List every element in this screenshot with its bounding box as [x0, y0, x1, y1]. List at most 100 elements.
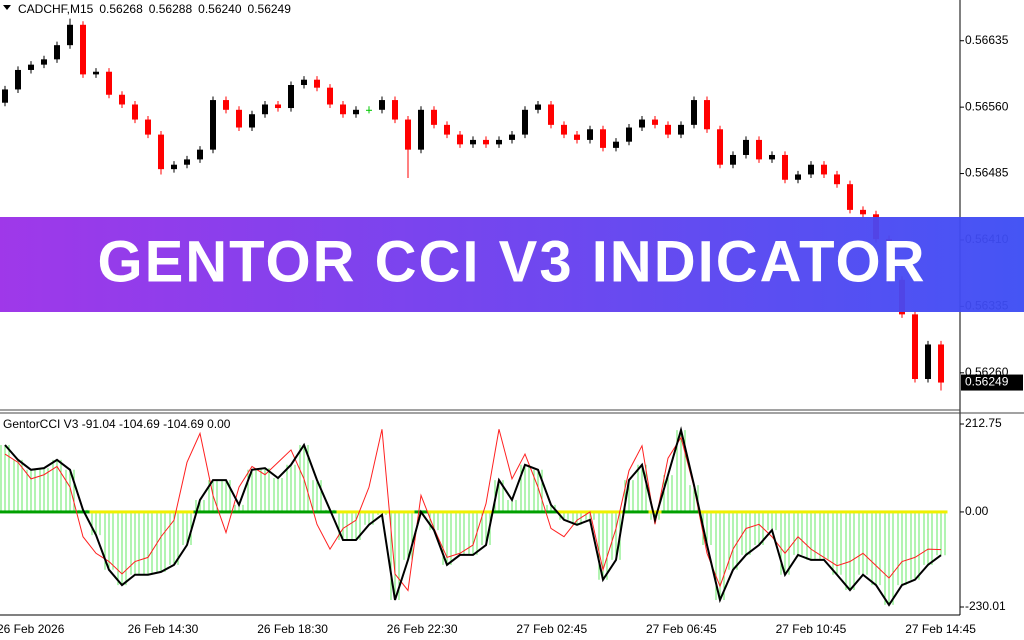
candle-body: [691, 100, 697, 125]
candle-body: [340, 104, 346, 115]
candle-body: [171, 164, 177, 170]
candle-body: [210, 100, 216, 150]
candle-body: [15, 69, 21, 90]
candle-body: [93, 71, 99, 75]
banner-band: [0, 217, 1024, 312]
candle-body: [626, 127, 632, 142]
candle-body: [834, 174, 840, 185]
candle-body: [236, 109, 242, 128]
candle-body: [522, 109, 528, 135]
candle-body: [2, 89, 8, 103]
x-tick-label: 27 Feb 06:45: [646, 622, 717, 636]
candle-body: [600, 129, 606, 148]
x-tick-label: 27 Feb 14:45: [905, 622, 976, 636]
candle-body: [54, 45, 60, 60]
candle-body: [353, 109, 359, 115]
candle-body: [496, 139, 502, 145]
candle-body: [587, 129, 593, 140]
dropdown-icon: [3, 5, 11, 10]
y-tick-label: 0.56560: [965, 99, 1009, 113]
candle-body: [132, 104, 138, 120]
candle-body: [925, 344, 931, 380]
candle-body: [119, 94, 125, 105]
candle-body: [67, 24, 73, 46]
candle-body: [652, 119, 658, 125]
candle-body: [444, 124, 450, 135]
candle-body: [418, 109, 424, 150]
cci-line: [4, 426, 942, 607]
candle-body: [717, 129, 723, 165]
candle-body: [782, 154, 788, 180]
candle-body: [665, 124, 671, 135]
header-value: 0.56288: [149, 2, 193, 16]
candle-body: [431, 109, 437, 125]
candle-body: [158, 134, 164, 170]
x-tick-label: 27 Feb 02:45: [516, 622, 587, 636]
candle-body: [704, 100, 710, 130]
candle-body: [457, 134, 463, 145]
candle-body: [249, 114, 255, 128]
candle-body: [847, 184, 853, 210]
candle-body: [678, 124, 684, 135]
candle-body: [80, 24, 86, 75]
candle-body: [561, 124, 567, 135]
symbol: CADCHF,M15: [18, 2, 94, 16]
candle-body: [795, 174, 801, 180]
candle-body: [301, 79, 307, 86]
y-tick-label: 0.00: [965, 504, 989, 518]
candle-body: [106, 71, 112, 95]
candle-body: [262, 104, 268, 115]
candle-body: [288, 85, 294, 109]
header-value: 0.56249: [248, 2, 292, 16]
banner-title: GENTOR CCI V3 INDICATOR: [97, 229, 926, 294]
candle-body: [769, 154, 775, 160]
candle-body: [808, 164, 814, 175]
candle-body: [392, 100, 398, 120]
chart-header: CADCHF,M15 0.56268 0.56288 0.56240 0.56249: [18, 2, 291, 16]
candle-body: [639, 119, 645, 128]
x-tick-label: 26 Feb 14:30: [128, 622, 199, 636]
candle-body: [379, 100, 385, 110]
candle-body: [912, 314, 918, 380]
candle-body: [197, 149, 203, 160]
candle-body: [184, 159, 190, 165]
candle-body: [743, 139, 749, 155]
header-value: 0.56268: [99, 2, 143, 16]
candle-body: [509, 134, 515, 140]
candle-body: [574, 134, 580, 140]
candle-body: [28, 64, 34, 70]
signal-line: [4, 429, 942, 592]
candle-body: [405, 119, 411, 150]
y-tick-label: 0.56485: [965, 166, 1009, 180]
candle-body: [470, 139, 476, 145]
candle-body: [145, 119, 151, 135]
candle-body: [756, 139, 762, 160]
candle-body: [223, 100, 229, 110]
y-tick-label: 212.75: [965, 416, 1002, 430]
candle-body: [730, 154, 736, 165]
candle-body: [327, 87, 333, 105]
last-price-box: [961, 374, 1023, 391]
y-tick-label: -230.01: [965, 599, 1006, 613]
x-tick-label: 26 Feb 2026: [0, 622, 65, 636]
header-value: 0.56240: [198, 2, 242, 16]
x-tick-label: 26 Feb 22:30: [387, 622, 458, 636]
candle-body: [548, 104, 554, 125]
candle-body: [275, 104, 281, 109]
x-tick-label: 26 Feb 18:30: [257, 622, 328, 636]
candle-body: [314, 79, 320, 88]
indicator-title: GentorCCI V3 -91.04 -104.69 -104.69 0.00: [3, 417, 231, 431]
candle-body: [860, 209, 866, 215]
candle-body: [821, 164, 827, 175]
candle-body: [41, 59, 47, 65]
candle-body: [366, 109, 372, 111]
candle-body: [535, 104, 541, 110]
x-tick-label: 27 Feb 10:45: [776, 622, 847, 636]
candle-body: [613, 141, 619, 148]
y-tick-label: 0.56635: [965, 33, 1009, 47]
candle-body: [483, 139, 489, 145]
banner: GENTOR CCI V3 INDICATOR: [0, 217, 1024, 312]
last-price-label: 0.56249: [965, 375, 1009, 389]
